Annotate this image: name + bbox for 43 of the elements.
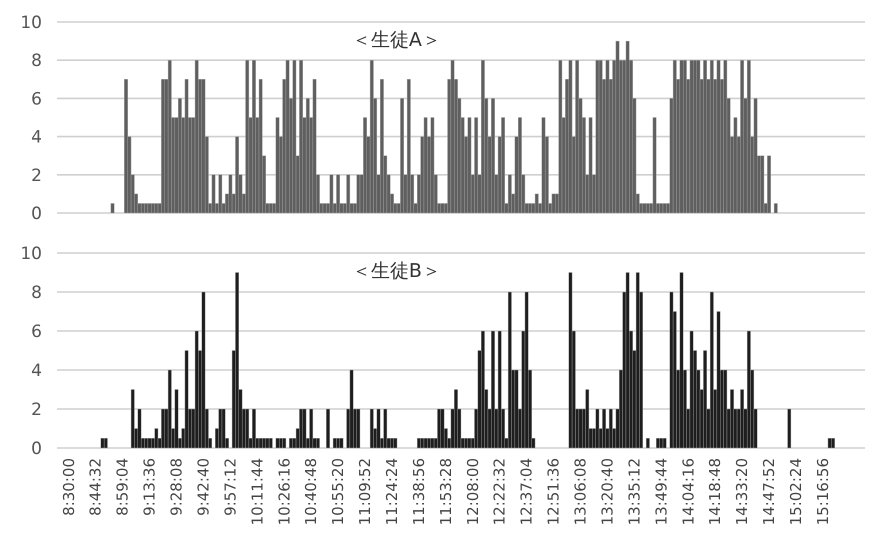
- x-tick-label: 13:06:08: [572, 458, 590, 526]
- x-tick-label: 13:20:40: [598, 458, 616, 526]
- x-tick-label: 9:13:36: [140, 458, 159, 516]
- x-tick-label: 15:02:24: [786, 458, 805, 526]
- x-tick-label: 12:08:00: [464, 458, 482, 526]
- x-tick-label: 11:53:28: [436, 458, 455, 526]
- x-tick-label: 8:59:04: [114, 458, 132, 516]
- x-tick-label: 13:35:12: [625, 458, 644, 526]
- x-tick-label: 14:18:48: [706, 458, 724, 526]
- y-tick-label: 4: [31, 361, 42, 381]
- x-tick-label: 11:24:24: [382, 458, 401, 526]
- x-tick-label: 9:42:40: [194, 458, 212, 516]
- x-tick-label: 15:16:56: [814, 458, 832, 526]
- x-tick-label: 12:37:04: [518, 458, 536, 526]
- x-tick-label: 11:09:52: [356, 458, 374, 526]
- y-tick-label: 6: [31, 89, 42, 110]
- x-tick-label: 10:55:20: [329, 458, 348, 526]
- x-tick-label: 10:11:44: [248, 458, 266, 526]
- y-tick-label: 0: [31, 439, 42, 459]
- x-tick-label: 13:49:44: [652, 458, 670, 526]
- y-tick-label: 8: [31, 283, 42, 303]
- x-tick-label: 12:51:36: [544, 458, 563, 526]
- x-tick-label: 14:04:16: [679, 458, 698, 526]
- y-tick-label: 4: [31, 128, 42, 148]
- x-tick-label: 14:47:52: [760, 458, 778, 526]
- x-tick-label: 9:28:08: [168, 458, 186, 516]
- x-tick-label: 14:33:20: [733, 458, 752, 526]
- x-tick-label: 12:22:32: [490, 458, 509, 526]
- chart-title: ＜生徒B＞: [352, 260, 441, 282]
- x-tick-label: 8:30:00: [60, 458, 78, 516]
- x-tick-label: 8:44:32: [86, 458, 105, 516]
- x-tick-label: 11:38:56: [410, 458, 428, 526]
- y-tick-label: 2: [31, 166, 42, 186]
- y-tick-label: 8: [31, 51, 42, 72]
- y-tick-label: 2: [31, 400, 42, 420]
- y-tick-label: 10: [20, 13, 42, 33]
- y-tick-label: 6: [31, 322, 42, 342]
- x-tick-label: 9:57:12: [221, 458, 240, 516]
- x-tick-label: 10:40:48: [302, 458, 320, 526]
- y-tick-label: 0: [31, 204, 42, 224]
- x-tick-label: 10:26:16: [275, 458, 294, 526]
- chart-title: ＜生徒A＞: [352, 29, 441, 51]
- y-tick-label: 10: [20, 244, 42, 264]
